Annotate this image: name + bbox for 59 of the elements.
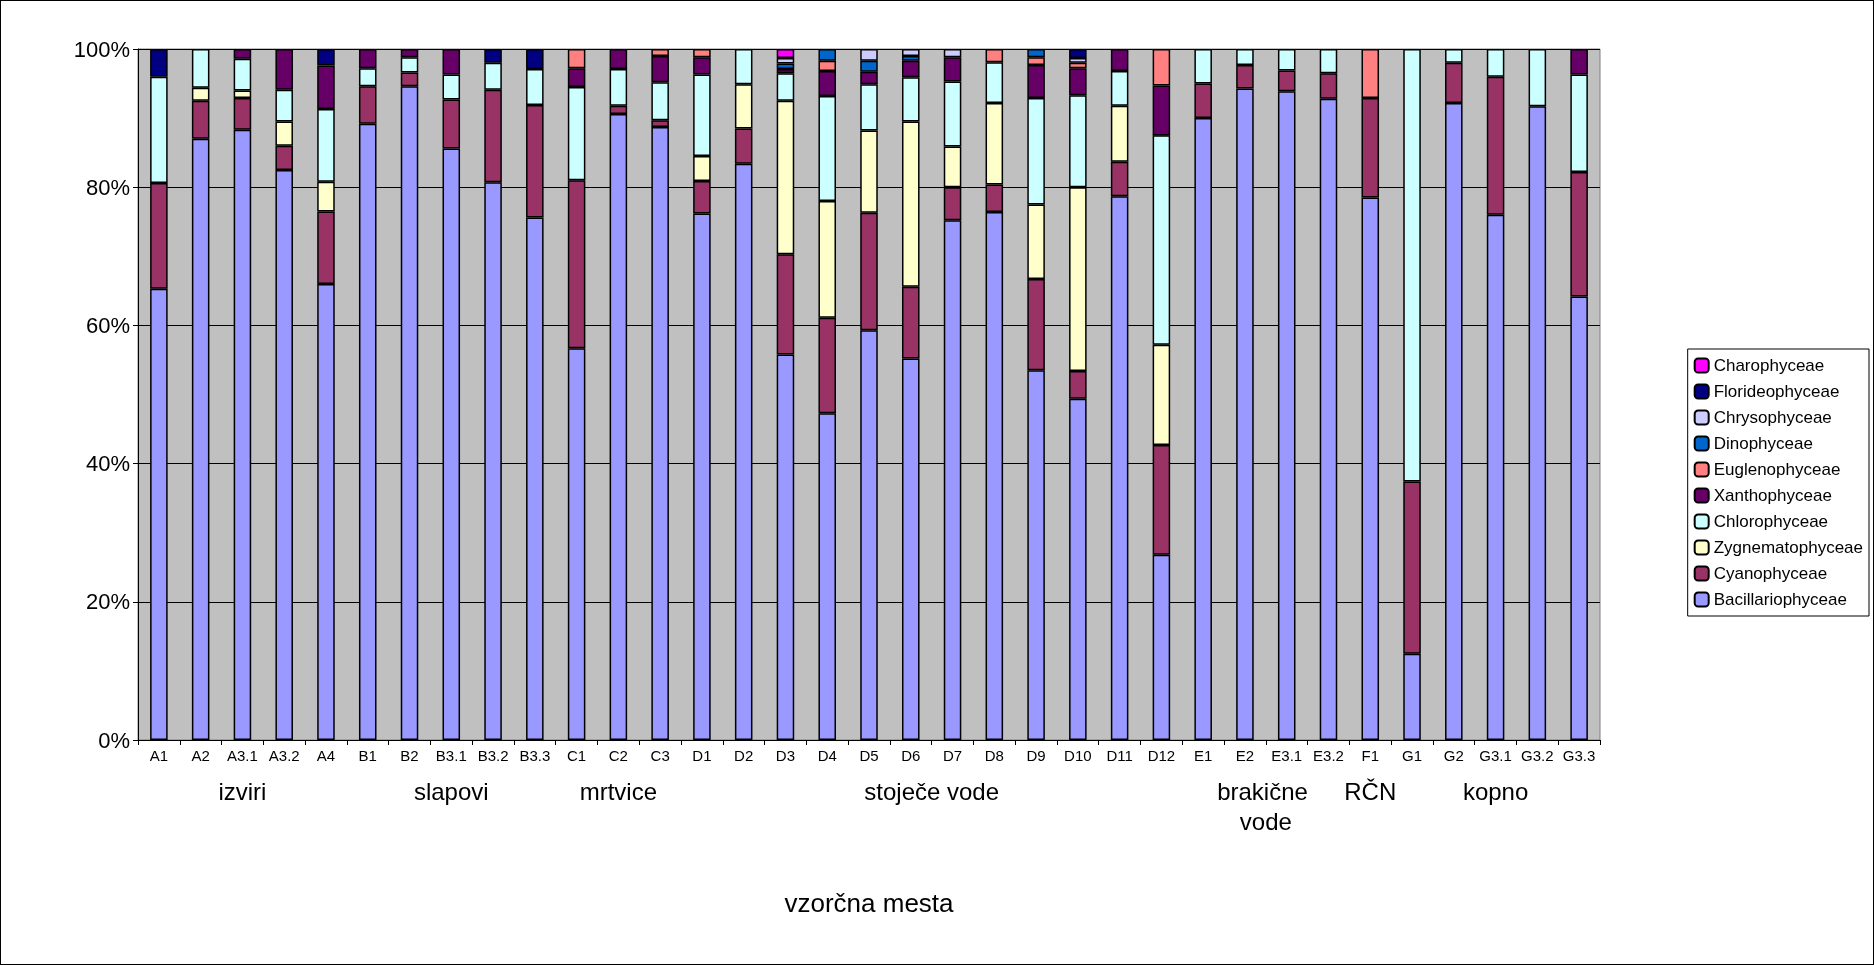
legend-label: Cyanophyceae (1713, 564, 1828, 583)
x-tick-label: D3 (775, 747, 796, 764)
text: stoječe vode (864, 777, 1000, 805)
legend-label: Dinophyceae (1713, 434, 1813, 453)
y-tick-label: 60% (85, 312, 130, 338)
x-tick-label: E3.2 (1313, 747, 1344, 764)
text: RČN (1344, 777, 1397, 805)
x-tick-label: B3.1 (435, 747, 467, 764)
x-tick-label: G2 (1443, 747, 1464, 764)
x-tick-label: D10 (1064, 747, 1092, 764)
legend-label: Chlorophyceae (1713, 512, 1829, 531)
x-tick-label: C3 (650, 747, 670, 764)
y-tick-label: 100% (73, 36, 130, 62)
x-tick-label: D2 (734, 747, 754, 764)
legend-label: Bacillariophyceae (1713, 590, 1847, 609)
y-tick-label: 20% (85, 589, 130, 615)
x-tick-label: E1 (1193, 747, 1213, 764)
x-tick-label: A4 (316, 747, 336, 764)
legend-label: Florideophyceae (1713, 382, 1840, 401)
x-tick-label: G3.3 (1562, 747, 1596, 764)
x-tick-label: B2 (400, 747, 419, 764)
x-tick-label: A2 (191, 747, 210, 764)
x-tick-label: D5 (859, 747, 879, 764)
text: kopno (1462, 777, 1529, 805)
x-tick-label: G3.2 (1521, 747, 1554, 764)
x-tick-label: C2 (608, 747, 628, 764)
x-tick-label: E2 (1235, 747, 1255, 764)
x-tick-label: A3.1 (227, 747, 258, 764)
y-tick-label: 80% (85, 174, 130, 200)
x-tick-label: D1 (692, 747, 712, 764)
legend-label: Zygnematophyceae (1713, 538, 1864, 557)
x-tick-label: D11 (1106, 747, 1133, 764)
text: slapovi (413, 777, 489, 805)
y-tick-label: 40% (85, 451, 130, 477)
x-tick-label: A1 (149, 747, 169, 764)
legend-label: Charophyceae (1713, 356, 1825, 375)
x-tick-label: B1 (358, 747, 377, 764)
x-tick-label: F1 (1361, 747, 1380, 764)
x-tick-label: D8 (984, 747, 1004, 764)
x-tick-label: E3.1 (1271, 747, 1303, 764)
y-tick-label: 0% (98, 727, 130, 753)
text: izviri (218, 777, 267, 805)
x-tick-label: B3.3 (519, 747, 551, 764)
x-tick-label: G3.1 (1479, 747, 1512, 764)
x-tick-label: A3.2 (268, 747, 300, 764)
text: brakične vode (1217, 777, 1315, 835)
legend-label: Euglenophyceae (1713, 460, 1841, 479)
x-axis-title: vzorčna mesta (784, 888, 955, 918)
legend-label: Xanthophyceae (1713, 486, 1832, 505)
x-tick-label: B3.2 (477, 747, 509, 764)
x-tick-label: D12 (1147, 747, 1176, 764)
x-tick-label: D9 (1026, 747, 1046, 764)
x-tick-label: D4 (817, 747, 837, 764)
x-tick-label: C1 (567, 747, 587, 764)
text: mrtvice (579, 777, 658, 805)
x-tick-label: G1 (1402, 747, 1423, 764)
x-tick-label: D7 (942, 747, 963, 764)
legend-label: Chrysophyceae (1713, 408, 1832, 427)
x-tick-label: D6 (901, 747, 921, 764)
